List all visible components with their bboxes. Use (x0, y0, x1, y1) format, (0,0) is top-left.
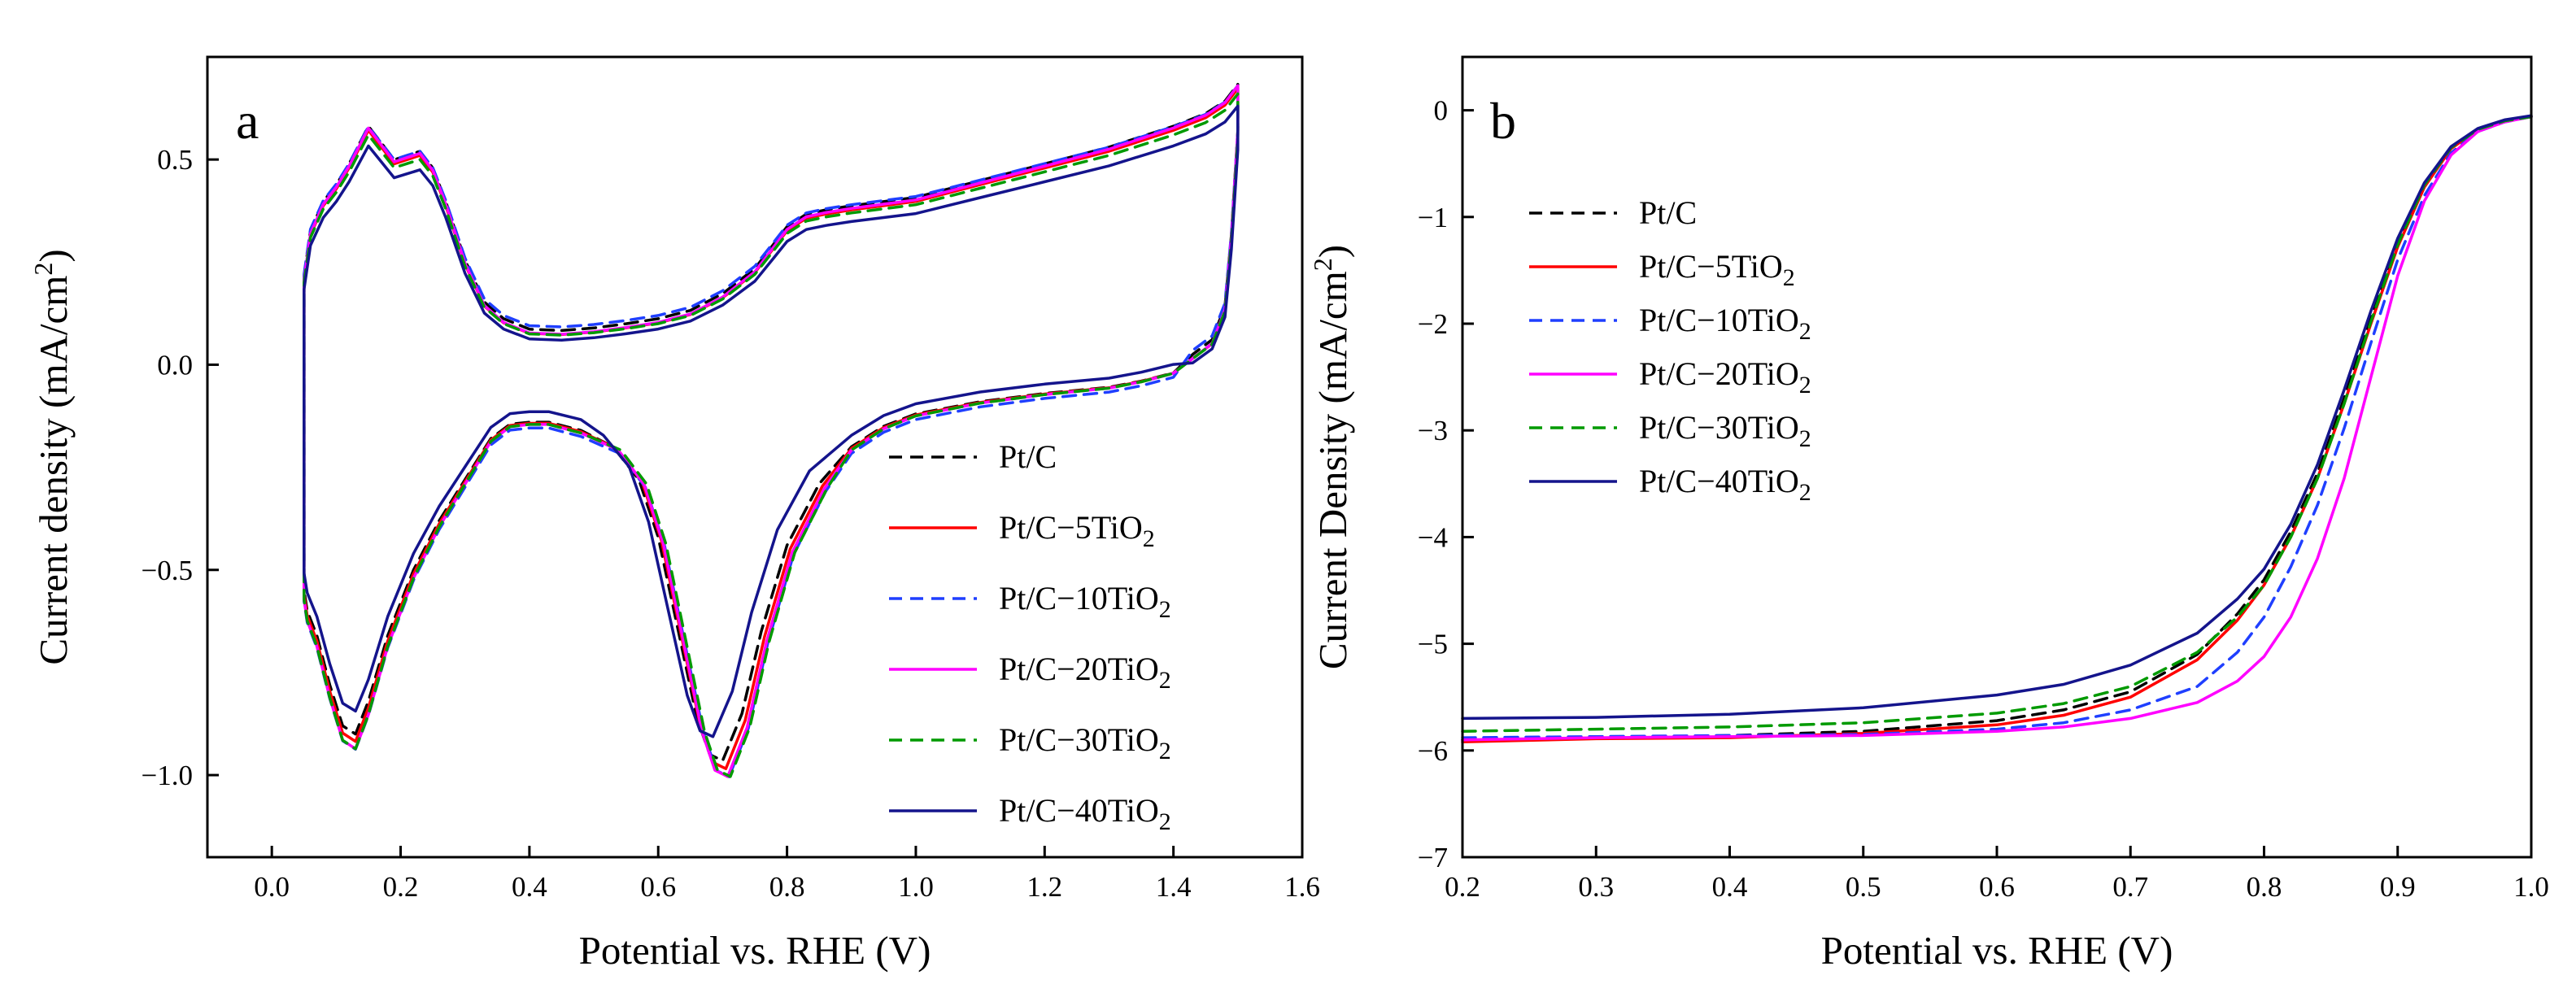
legend-label-sub: 2 (1159, 667, 1171, 694)
panel-b-x-tick-label: 0.8 (2247, 871, 2282, 903)
panel-a-x-tick-label: 1.2 (1026, 871, 1062, 903)
legend-label-sub: 2 (1159, 596, 1171, 623)
panel-a-x-tick-label: 1.6 (1284, 871, 1320, 903)
legend-label-main: Pt/C−30TiO (999, 721, 1159, 758)
panel-a-legend: Pt/CPt/C−5TiO2Pt/C−10TiO2Pt/C−20TiO2Pt/C… (889, 438, 1171, 835)
panel-a-ylabel-tail: ) (31, 249, 76, 262)
panel-b-x-tick-label: 0.3 (1578, 871, 1614, 903)
legend-label-main: Pt/C−20TiO (1639, 355, 1799, 392)
panel-a-legend-label-pt-c-30tio2: Pt/C−30TiO2 (999, 721, 1171, 764)
panel-b-legend-label-pt-c-10tio2: Pt/C−10TiO2 (1639, 302, 1811, 345)
legend-label-main: Pt/C−10TiO (999, 580, 1159, 616)
panel-a-x-tick-label: 0.0 (254, 871, 290, 903)
panel-b-x-tick-label: 1.0 (2513, 871, 2549, 903)
panel-b-legend-label-pt-c-40tio2: Pt/C−40TiO2 (1639, 463, 1811, 506)
panel-a-y-tick-label: 0.5 (157, 144, 193, 176)
panel-a-x-tick-label: 0.8 (769, 871, 805, 903)
panel-b-x-tick-label: 0.6 (1979, 871, 2015, 903)
legend-label-main: Pt/C−10TiO (1639, 302, 1799, 338)
panel-b-legend-label-pt-c-20tio2: Pt/C−20TiO2 (1639, 355, 1811, 398)
legend-label-main: Pt/C−5TiO (999, 509, 1143, 546)
panel-b-ylabel-tail: ) (1310, 245, 1355, 258)
legend-label-sub: 2 (1799, 425, 1811, 452)
panel-a-x-tick-label: 0.6 (640, 871, 676, 903)
panel-a-x-tick-label: 1.4 (1156, 871, 1192, 903)
panel-b-x-axis-label: Potential vs. RHE (V) (1821, 928, 2173, 973)
panel-b-x-tick-label: 0.2 (1445, 871, 1480, 903)
panel-a-ticks: 0.0 0.2 0.4 0.6 0.8 1.0 1.2 1.4 1.6 0.5 0.0 −0.5 −1.… (142, 144, 1320, 903)
panel-a-y-tick-label: −0.5 (142, 555, 194, 586)
panel-a-letter: a (236, 92, 259, 150)
panel-b-ylabel-main: Current Density (mA/cm (1310, 271, 1355, 669)
panel-b-ylabel-sup: 2 (1308, 258, 1337, 271)
panel-b-y-tick-label: −6 (1418, 735, 1448, 767)
panel-a-legend-label-pt-c-5tio2: Pt/C−5TiO2 (999, 509, 1155, 552)
legend-label-main: Pt/C−40TiO (999, 792, 1159, 829)
panel-b-legend-label-pt-c-5tio2: Pt/C−5TiO2 (1639, 248, 1795, 291)
panel-a-x-tick-label: 0.4 (512, 871, 547, 903)
panel-a-legend-label-pt-c-10tio2: Pt/C−10TiO2 (999, 580, 1171, 623)
legend-label-main: Pt/C−40TiO (1639, 463, 1799, 499)
panel-a-legend-label-pt-c: Pt/C (999, 438, 1057, 475)
legend-label-main: Pt/C−5TiO (1639, 248, 1783, 285)
panel-b-y-tick-label: −4 (1418, 521, 1448, 553)
legend-label-main: Pt/C−30TiO (1639, 409, 1799, 446)
panel-a-legend-label-pt-c-20tio2: Pt/C−20TiO2 (999, 651, 1171, 694)
panel-b-series-pt-c-20tio2 (1461, 115, 2533, 742)
panel-b-y-tick-label: −5 (1418, 629, 1448, 660)
panel-b-y-tick-label: −1 (1418, 202, 1448, 233)
legend-label-sub: 2 (1783, 264, 1795, 291)
legend-label-main: Pt/C (1639, 194, 1697, 231)
panel-a-ylabel-sup: 2 (28, 263, 58, 276)
legend-label-sub: 2 (1799, 318, 1811, 345)
panel-a-y-tick-label: 0.0 (157, 349, 193, 381)
panel-b-y-tick-label: 0 (1434, 95, 1449, 127)
panel-b-x-tick-label: 0.7 (2112, 871, 2148, 903)
panel-b-series-group (1461, 114, 2533, 744)
legend-label-sub: 2 (1159, 738, 1171, 764)
panel-a-series-pt-c-40tio2 (303, 104, 1240, 738)
panel-b-y-tick-label: −2 (1418, 308, 1448, 340)
panel-b-legend-label-pt-c: Pt/C (1639, 194, 1697, 231)
panel-a-y-axis-label: Current density (mA/cm2) (28, 249, 76, 664)
legend-label-main: Pt/C (999, 438, 1057, 475)
panel-a-cv-chart: 0.0 0.2 0.4 0.6 0.8 1.0 1.2 1.4 1.6 0.5 0.0 −0.5 −1.… (28, 55, 1320, 973)
panel-b-lsv-chart: 0.2 0.3 0.4 0.5 0.6 0.7 0.8 0.9 1.0 0 −1 −2 −3 −4 −5 −6… (1308, 55, 2549, 973)
panel-b-legend-label-pt-c-30tio2: Pt/C−30TiO2 (1639, 409, 1811, 452)
panel-b-y-tick-label: −3 (1418, 415, 1448, 446)
panel-a-y-tick-label: −1.0 (142, 760, 194, 791)
legend-label-sub: 2 (1799, 372, 1811, 398)
panel-b-x-tick-label: 0.4 (1712, 871, 1748, 903)
legend-label-main: Pt/C−20TiO (999, 651, 1159, 687)
panel-b-x-tick-label: 0.9 (2380, 871, 2416, 903)
panel-a-x-tick-label: 0.2 (383, 871, 419, 903)
legend-label-sub: 2 (1159, 808, 1171, 835)
panel-a-plot-frame (206, 55, 1304, 859)
legend-label-sub: 2 (1143, 525, 1155, 552)
panel-a-x-axis-label: Potential vs. RHE (V) (579, 928, 931, 973)
panel-a-series-group (303, 82, 1240, 778)
panel-a-ylabel-main: Current density (mA/cm (31, 276, 76, 665)
panel-a-legend-label-pt-c-40tio2: Pt/C−40TiO2 (999, 792, 1171, 835)
panel-a-x-tick-label: 1.0 (898, 871, 934, 903)
panel-b-y-tick-label: −7 (1418, 842, 1448, 873)
panel-b-ticks: 0.2 0.3 0.4 0.5 0.6 0.7 0.8 0.9 1.0 0 −1 −2 −3 −4 −5 −6… (1418, 95, 2549, 903)
legend-label-sub: 2 (1799, 479, 1811, 506)
panel-b-letter: b (1490, 92, 1516, 150)
panel-b-x-tick-label: 0.5 (1846, 871, 1881, 903)
panel-b-series-pt-c-40tio2 (1461, 114, 2533, 721)
panel-b-legend: Pt/CPt/C−5TiO2Pt/C−10TiO2Pt/C−20TiO2Pt/C… (1529, 194, 1811, 506)
panel-b-y-axis-label: Current Density (mA/cm2) (1308, 245, 1355, 669)
